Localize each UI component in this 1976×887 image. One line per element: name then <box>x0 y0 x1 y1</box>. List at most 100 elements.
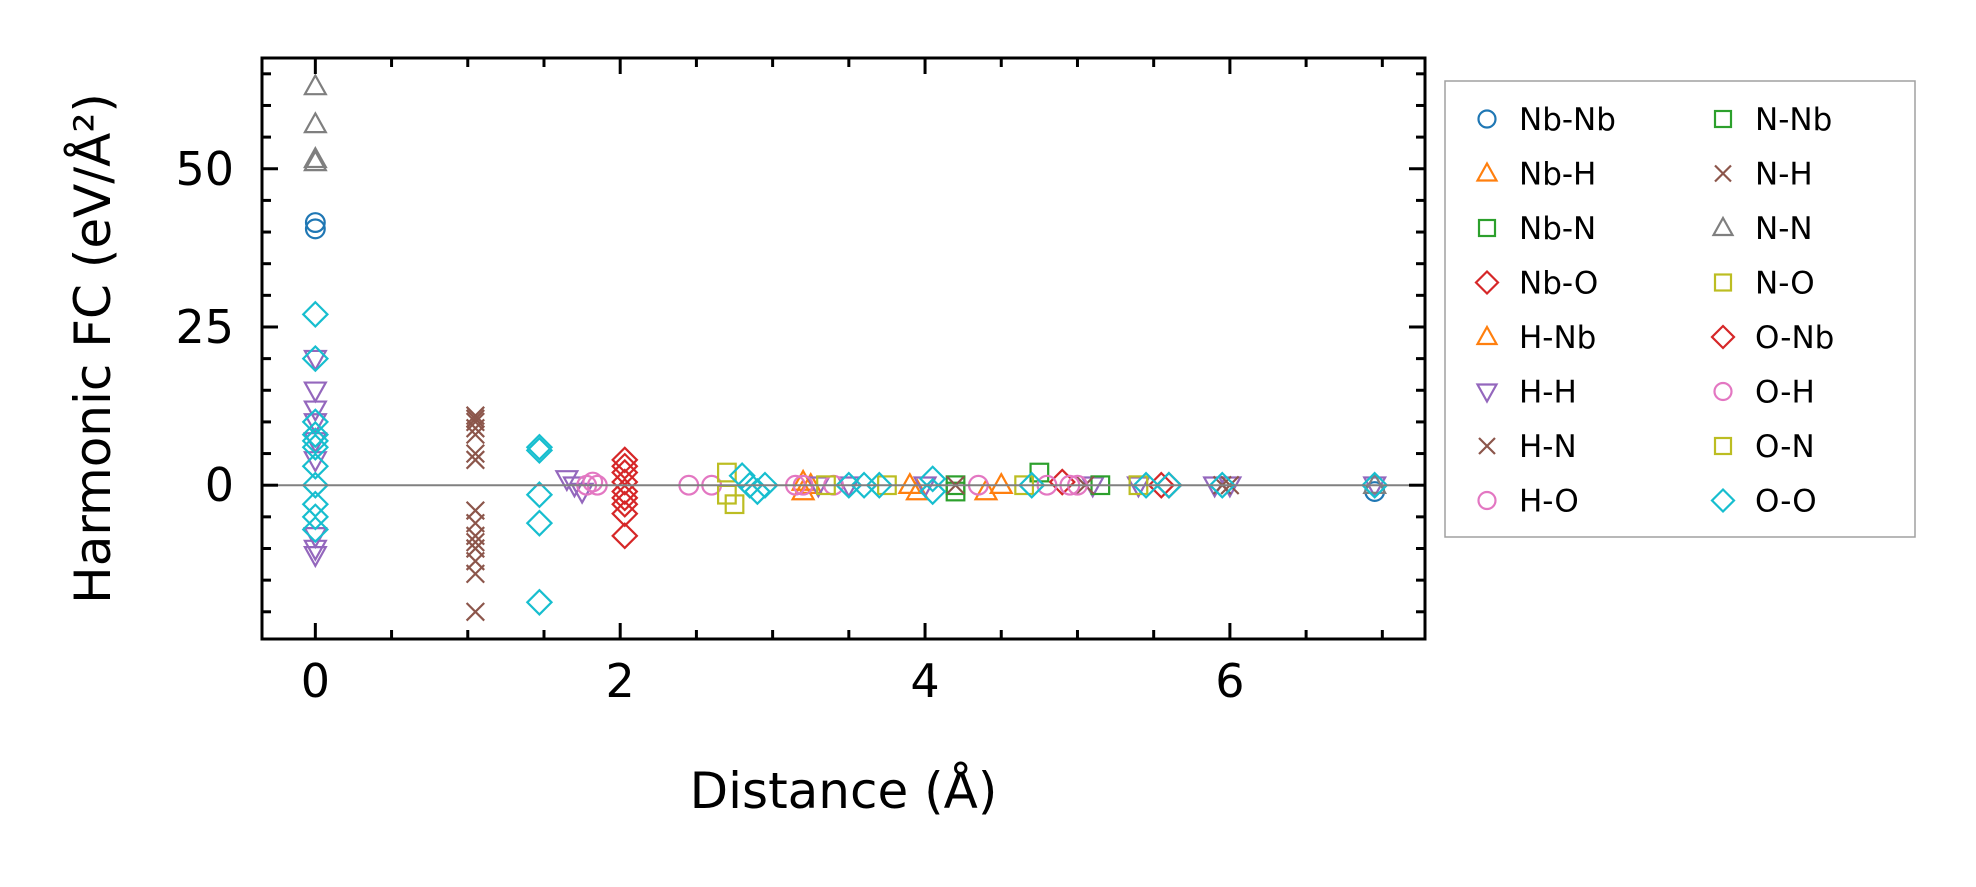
series-nb-nb <box>304 212 1386 502</box>
x-tick-label: 0 <box>301 654 330 708</box>
data-point <box>303 73 328 96</box>
legend-label: Nb-N <box>1519 211 1596 247</box>
data-point <box>724 494 745 515</box>
data-point <box>303 546 328 569</box>
data-point <box>1132 471 1160 499</box>
legend-marker-icon <box>1713 436 1733 456</box>
legend-marker-icon <box>1711 215 1735 237</box>
data-point <box>919 477 947 506</box>
data-point <box>465 424 485 445</box>
legend-label: N-Nb <box>1755 102 1832 138</box>
data-point <box>611 500 639 528</box>
legend-label: H-N <box>1519 429 1577 465</box>
data-point <box>303 400 328 423</box>
legend-entry: Nb-Nb <box>1477 102 1616 138</box>
data-point <box>1155 471 1183 499</box>
data-point <box>912 476 938 499</box>
legend-marker-icon <box>1477 490 1497 511</box>
data-point <box>919 465 947 493</box>
data-point <box>611 468 639 496</box>
legend-entry: Nb-N <box>1477 211 1596 247</box>
data-point <box>525 588 554 616</box>
legend-box <box>1444 80 1916 538</box>
legend-marker-icon <box>1713 381 1733 402</box>
legend-entry: N-O <box>1713 266 1815 302</box>
legend-entry: O-N <box>1713 429 1815 465</box>
y-axis-label: Harmonic FC (eV/Å²) <box>64 93 122 604</box>
legend-marker-icon <box>1713 109 1733 129</box>
axis-ticks: 0 2 4 6 0 25 50 <box>175 58 1425 708</box>
series-nb-o <box>611 446 1183 550</box>
data-markers <box>301 73 1389 622</box>
legend-entry: H-H <box>1475 375 1577 411</box>
data-point <box>301 471 330 499</box>
legend-entry: Nb-H <box>1475 157 1596 193</box>
legend-entry: N-N <box>1711 211 1813 247</box>
legend: Nb-Nb Nb-H Nb-N Nb-O H-Nb H-H H-N H-O N-Nb N-H N-N… <box>1444 80 1916 538</box>
data-point <box>988 471 1014 495</box>
legend-entry: N-Nb <box>1713 102 1832 138</box>
series-h-h <box>303 349 1388 569</box>
data-point <box>301 420 330 449</box>
series-o-o <box>301 300 1389 616</box>
legend-entry: N-H <box>1714 157 1813 193</box>
data-point <box>465 602 485 622</box>
data-point <box>304 212 326 234</box>
data-point <box>301 300 330 328</box>
y-tick-label: 50 <box>175 142 234 196</box>
data-point <box>611 452 639 480</box>
data-point <box>1208 471 1236 499</box>
data-point <box>611 477 639 506</box>
legend-label: O-Nb <box>1755 320 1834 356</box>
data-point <box>1362 471 1388 495</box>
legend-marker-icon <box>1474 269 1500 296</box>
data-point <box>1126 476 1151 499</box>
data-point <box>303 349 328 372</box>
legend-label: O-O <box>1755 484 1817 520</box>
legend-label: N-H <box>1755 157 1813 193</box>
data-point <box>1018 471 1046 499</box>
legend-entry: H-O <box>1477 484 1579 520</box>
data-point <box>303 149 328 172</box>
data-point <box>611 484 639 512</box>
legend-label: Nb-H <box>1519 157 1596 193</box>
legend-label: H-H <box>1519 375 1577 411</box>
legend-label: H-O <box>1519 484 1579 520</box>
legend-marker-icon <box>1713 273 1733 292</box>
data-point <box>303 539 328 562</box>
legend-label: O-H <box>1755 375 1815 411</box>
legend-entry: H-Nb <box>1475 320 1596 356</box>
data-point <box>465 406 485 426</box>
legend-marker-icon <box>1475 161 1499 182</box>
data-point <box>582 471 604 493</box>
x-tick-label: 4 <box>910 654 939 708</box>
data-point <box>865 471 893 499</box>
data-point <box>303 527 328 550</box>
legend-label: H-Nb <box>1519 320 1596 356</box>
plot-frame <box>260 56 1427 641</box>
data-point <box>301 452 330 480</box>
data-point <box>465 532 485 552</box>
data-point <box>716 462 737 483</box>
data-point <box>465 443 485 464</box>
legend-marker-icon <box>1475 383 1499 404</box>
data-point <box>1361 471 1389 499</box>
data-point <box>304 218 326 240</box>
legend-marker-icon <box>1710 487 1736 514</box>
data-point <box>897 471 923 495</box>
legend-marker-icon <box>1475 324 1499 346</box>
data-point <box>1362 476 1388 499</box>
legend-entry: O-H <box>1713 375 1815 411</box>
data-point <box>303 381 328 404</box>
data-point <box>303 413 328 436</box>
data-point <box>525 481 554 509</box>
legend-label: N-O <box>1755 266 1815 302</box>
legend-entry: O-O <box>1710 484 1817 520</box>
data-point <box>562 476 587 499</box>
data-point <box>465 564 485 584</box>
data-point <box>751 471 779 499</box>
data-point <box>525 436 554 465</box>
data-point <box>465 526 485 546</box>
data-point <box>945 481 966 502</box>
